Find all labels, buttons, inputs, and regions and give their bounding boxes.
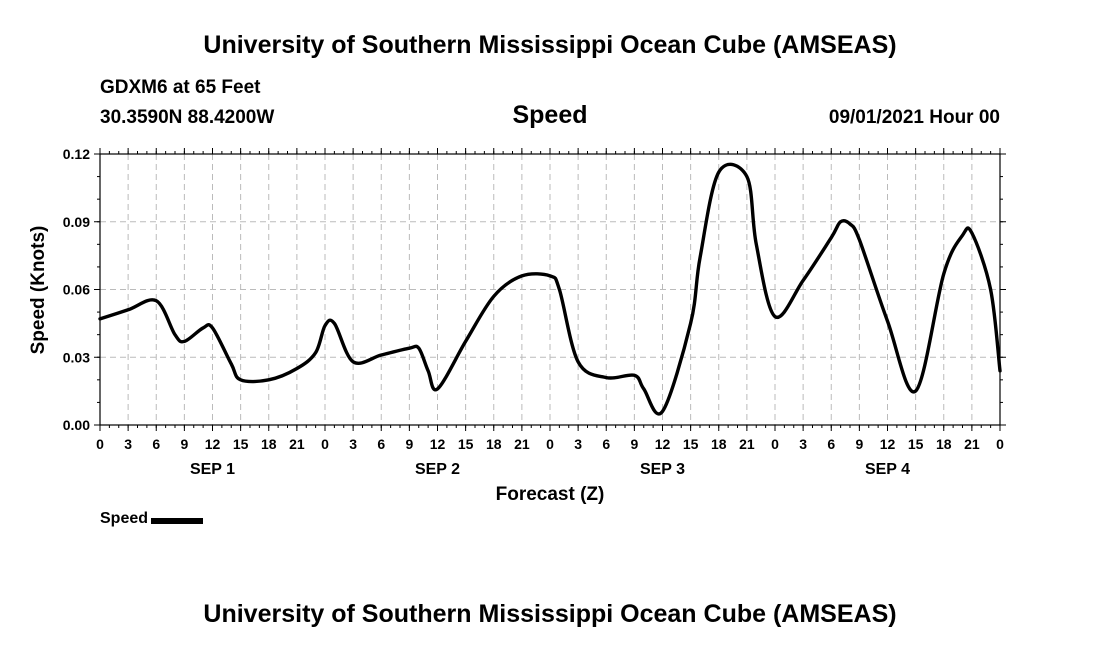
x-tick-label: 21 [739,436,755,452]
x-tick-label: 0 [96,436,104,452]
x-tick-label: 0 [771,436,779,452]
x-tick-label: 9 [405,436,413,452]
x-tick-label: 0 [996,436,1004,452]
day-label: SEP 3 [640,461,685,478]
plot-frame [99,153,1001,426]
y-tick-label: 0.12 [63,146,90,162]
x-tick-label: 3 [349,436,357,452]
chart-legend: Speed [100,510,204,528]
x-tick-label: 12 [655,436,671,452]
x-tick-label: 6 [377,436,385,452]
x-tick-label: 15 [908,436,924,452]
y-tick-label: 0.03 [63,349,90,365]
x-tick-label: 12 [430,436,446,452]
speed-series-line [98,162,1002,416]
x-tick-label: 6 [152,436,160,452]
x-tick-label: 3 [574,436,582,452]
chart-axes [94,148,1006,431]
x-tick-label: 6 [602,436,610,452]
x-tick-label: 9 [180,436,188,452]
x-tick-label: 15 [683,436,699,452]
chart-title: Speed [512,101,588,129]
day-label: SEP 4 [865,461,910,478]
x-tick-label: 9 [855,436,863,452]
legend-label-speed: Speed [100,510,149,527]
y-tick-label: 0.06 [63,282,90,298]
x-tick-label: 0 [546,436,554,452]
day-label: SEP 1 [190,461,235,478]
y-tick-label: 0.09 [63,214,90,230]
x-tick-label: 3 [124,436,132,452]
y-tick-label: 0.00 [63,417,90,433]
main-title: University of Southern Mississippi Ocean… [203,31,897,59]
x-tick-label: 18 [936,436,952,452]
x-tick-label: 12 [880,436,896,452]
x-tick-label: 12 [205,436,221,452]
station-label: GDXM6 at 65 Feet [100,77,261,98]
x-tick-label: 15 [458,436,474,452]
grid-lines [100,154,1000,425]
y-axis-label: Speed (Knots) [28,226,49,355]
x-tick-label: 3 [799,436,807,452]
x-tick-label: 21 [514,436,530,452]
x-tick-label: 18 [486,436,502,452]
x-tick-label: 9 [630,436,638,452]
x-tick-label: 6 [827,436,835,452]
x-tick-label: 0 [321,436,329,452]
x-tick-label: 18 [261,436,277,452]
x-tick-label: 21 [964,436,980,452]
day-label: SEP 2 [415,461,460,478]
x-axis-label: Forecast (Z) [496,484,605,505]
x-tick-label: 18 [711,436,727,452]
legend-swatch-speed [151,517,204,524]
footer-title: University of Southern Mississippi Ocean… [203,600,897,628]
x-tick-label: 21 [289,436,305,452]
coordinates-label: 30.3590N 88.4200W [100,107,275,128]
tick-labels: 0.00 0.03 0.06 0.09 0.12 0 3 6 9 12 15 18 21 0 3 6 9 12 15… [63,146,1004,478]
x-tick-label: 15 [233,436,249,452]
datetime-label: 09/01/2021 Hour 00 [828,107,1000,128]
